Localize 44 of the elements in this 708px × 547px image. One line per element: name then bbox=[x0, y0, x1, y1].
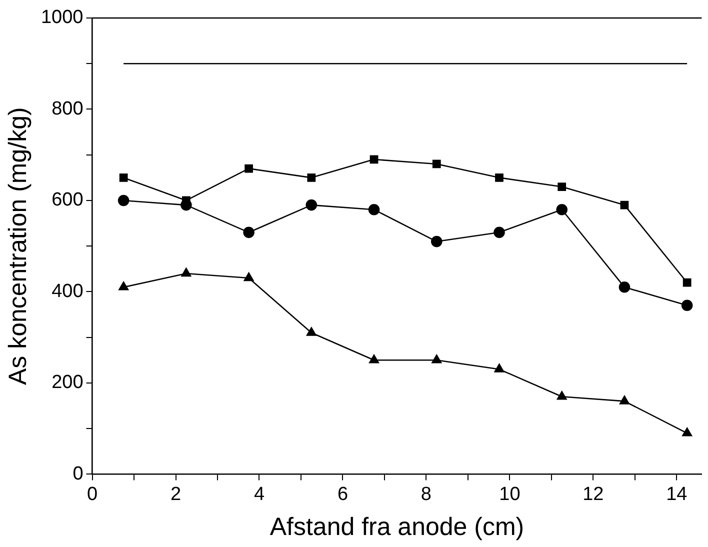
point bbox=[118, 194, 130, 206]
point bbox=[119, 173, 128, 182]
x-tick-label: 12 bbox=[582, 484, 604, 505]
point bbox=[181, 268, 192, 277]
y-axis-title: As koncentration (mg/kg) bbox=[4, 107, 32, 386]
y-tick-label: 0 bbox=[72, 463, 84, 484]
point bbox=[244, 164, 253, 173]
point bbox=[494, 226, 505, 238]
point bbox=[368, 204, 380, 216]
point bbox=[681, 300, 693, 312]
x-tick-label: 2 bbox=[170, 484, 182, 505]
y-tick-label: 800 bbox=[52, 98, 84, 120]
point bbox=[494, 364, 504, 372]
point bbox=[620, 200, 629, 210]
point bbox=[244, 272, 254, 282]
point bbox=[306, 199, 318, 211]
point bbox=[430, 236, 442, 248]
point bbox=[243, 226, 254, 238]
point bbox=[558, 182, 566, 191]
point bbox=[620, 396, 630, 404]
point bbox=[556, 390, 567, 400]
y-tick-label: 200 bbox=[52, 372, 84, 394]
point bbox=[682, 427, 692, 436]
point bbox=[369, 354, 380, 364]
point bbox=[432, 160, 441, 168]
x-tick-label: 8 bbox=[420, 484, 432, 505]
point bbox=[118, 282, 129, 290]
x-tick-label: 14 bbox=[666, 484, 688, 505]
y-tick-label: 600 bbox=[52, 190, 84, 211]
y-tick-label: 400 bbox=[52, 280, 84, 302]
point bbox=[495, 173, 504, 182]
point bbox=[370, 155, 378, 164]
x-tick-label: 6 bbox=[337, 484, 348, 505]
point bbox=[682, 278, 692, 287]
point bbox=[432, 354, 442, 364]
y-tick-label: 1000 bbox=[40, 7, 84, 28]
x-tick-label: 0 bbox=[86, 484, 98, 505]
x-axis-title: Afstand fra anode (cm) bbox=[270, 512, 524, 541]
point bbox=[306, 327, 316, 336]
point bbox=[618, 282, 630, 293]
point bbox=[556, 204, 568, 216]
point bbox=[307, 173, 316, 182]
x-tick-label: 10 bbox=[499, 484, 520, 505]
x-tick-label: 4 bbox=[254, 484, 265, 505]
